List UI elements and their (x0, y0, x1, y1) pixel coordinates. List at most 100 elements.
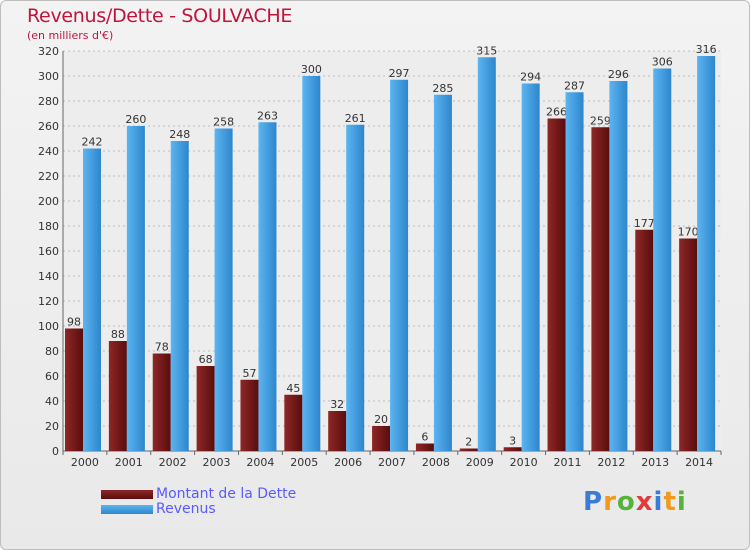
data-label: 45 (286, 382, 300, 395)
data-label: 6 (421, 431, 428, 444)
x-tick-label: 2007 (378, 456, 406, 469)
x-tick-label: 2010 (510, 456, 538, 469)
x-tick-label: 2005 (290, 456, 318, 469)
data-label: 297 (389, 67, 410, 80)
data-label: 68 (199, 353, 213, 366)
x-tick-label: 2003 (203, 456, 231, 469)
bar-dette (591, 127, 610, 451)
bar-dette (196, 366, 215, 451)
y-tick-label: 140 (38, 270, 59, 283)
legend-label-dette: Montant de la Dette (156, 486, 297, 502)
proxiti-logo: Proxiti (583, 487, 687, 517)
x-tick-label: 2014 (685, 456, 713, 469)
data-label: 285 (432, 82, 453, 95)
x-tick-label: 2012 (597, 456, 625, 469)
data-label: 260 (125, 113, 146, 126)
x-tick-label: 2006 (334, 456, 362, 469)
data-label: 78 (155, 341, 169, 354)
bar-dette (635, 229, 654, 451)
bar-dette (415, 443, 434, 451)
y-tick-label: 260 (38, 120, 59, 133)
bar-revenus (433, 94, 452, 451)
chart-title: Revenus/Dette - SOULVACHE (27, 5, 293, 27)
data-label: 32 (330, 398, 344, 411)
data-label: 306 (652, 56, 673, 69)
x-tick-label: 2008 (422, 456, 450, 469)
x-tick-label: 2009 (466, 456, 494, 469)
data-label: 57 (242, 367, 256, 380)
data-label: 296 (608, 68, 629, 81)
y-tick-label: 240 (38, 145, 59, 158)
y-tick-label: 0 (52, 445, 59, 458)
bar-revenus (126, 126, 145, 451)
y-tick-label: 60 (45, 370, 59, 383)
bar-dette (284, 394, 303, 451)
data-label: 2 (465, 436, 472, 449)
data-label: 88 (111, 328, 125, 341)
bar-revenus (565, 92, 584, 451)
data-label: 316 (696, 43, 717, 56)
data-label: 259 (590, 114, 611, 127)
y-tick-label: 300 (38, 70, 59, 83)
data-label: 266 (546, 106, 567, 119)
bar-dette (679, 238, 698, 451)
bar-revenus (258, 122, 277, 451)
bar-revenus (214, 128, 233, 451)
bar-revenus (390, 79, 409, 451)
x-tick-label: 2011 (553, 456, 581, 469)
bar-dette (152, 353, 171, 451)
bar-revenus (302, 76, 321, 451)
legend-swatch-dette (101, 490, 153, 499)
bar-dette (108, 341, 127, 451)
legend-label-revenus: Revenus (156, 501, 216, 517)
bar-dette (240, 379, 259, 451)
x-tick-label: 2002 (159, 456, 187, 469)
y-tick-label: 200 (38, 195, 59, 208)
data-label: 287 (564, 79, 585, 92)
y-tick-label: 220 (38, 170, 59, 183)
bar-dette (459, 448, 478, 451)
bar-revenus (609, 81, 628, 451)
bar-dette (65, 328, 83, 451)
y-tick-label: 100 (38, 320, 59, 333)
x-tick-label: 2000 (71, 456, 99, 469)
bar-dette (372, 426, 391, 451)
y-tick-label: 20 (45, 420, 59, 433)
data-label: 261 (345, 112, 366, 125)
data-label: 242 (82, 136, 103, 149)
data-label: 315 (476, 44, 497, 57)
y-tick-label: 320 (38, 45, 59, 58)
data-label: 300 (301, 63, 322, 76)
y-tick-label: 180 (38, 220, 59, 233)
bar-revenus (477, 57, 496, 451)
bar-dette (328, 411, 347, 451)
y-tick-label: 80 (45, 345, 59, 358)
data-label: 263 (257, 109, 278, 122)
legend-swatch-revenus (101, 505, 153, 514)
data-label: 20 (374, 413, 388, 426)
bar-revenus (521, 83, 540, 451)
bar-revenus (697, 56, 716, 451)
bar-dette (547, 118, 566, 451)
data-label: 170 (678, 226, 699, 239)
bar-revenus (653, 68, 672, 451)
y-tick-label: 120 (38, 295, 59, 308)
bar-dette (503, 447, 522, 451)
data-label: 248 (169, 128, 190, 141)
y-tick-label: 280 (38, 95, 59, 108)
data-label: 98 (67, 316, 81, 329)
chart-subtitle: (en milliers d'€) (27, 29, 114, 42)
x-tick-label: 2001 (115, 456, 143, 469)
x-tick-label: 2013 (641, 456, 669, 469)
data-label: 294 (520, 71, 541, 84)
data-label: 177 (634, 217, 655, 230)
data-label: 3 (509, 434, 516, 447)
data-label: 258 (213, 116, 234, 129)
y-tick-label: 160 (38, 245, 59, 258)
y-tick-label: 40 (45, 395, 59, 408)
bar-revenus (170, 141, 189, 451)
bar-revenus (83, 148, 101, 451)
x-tick-label: 2004 (246, 456, 274, 469)
